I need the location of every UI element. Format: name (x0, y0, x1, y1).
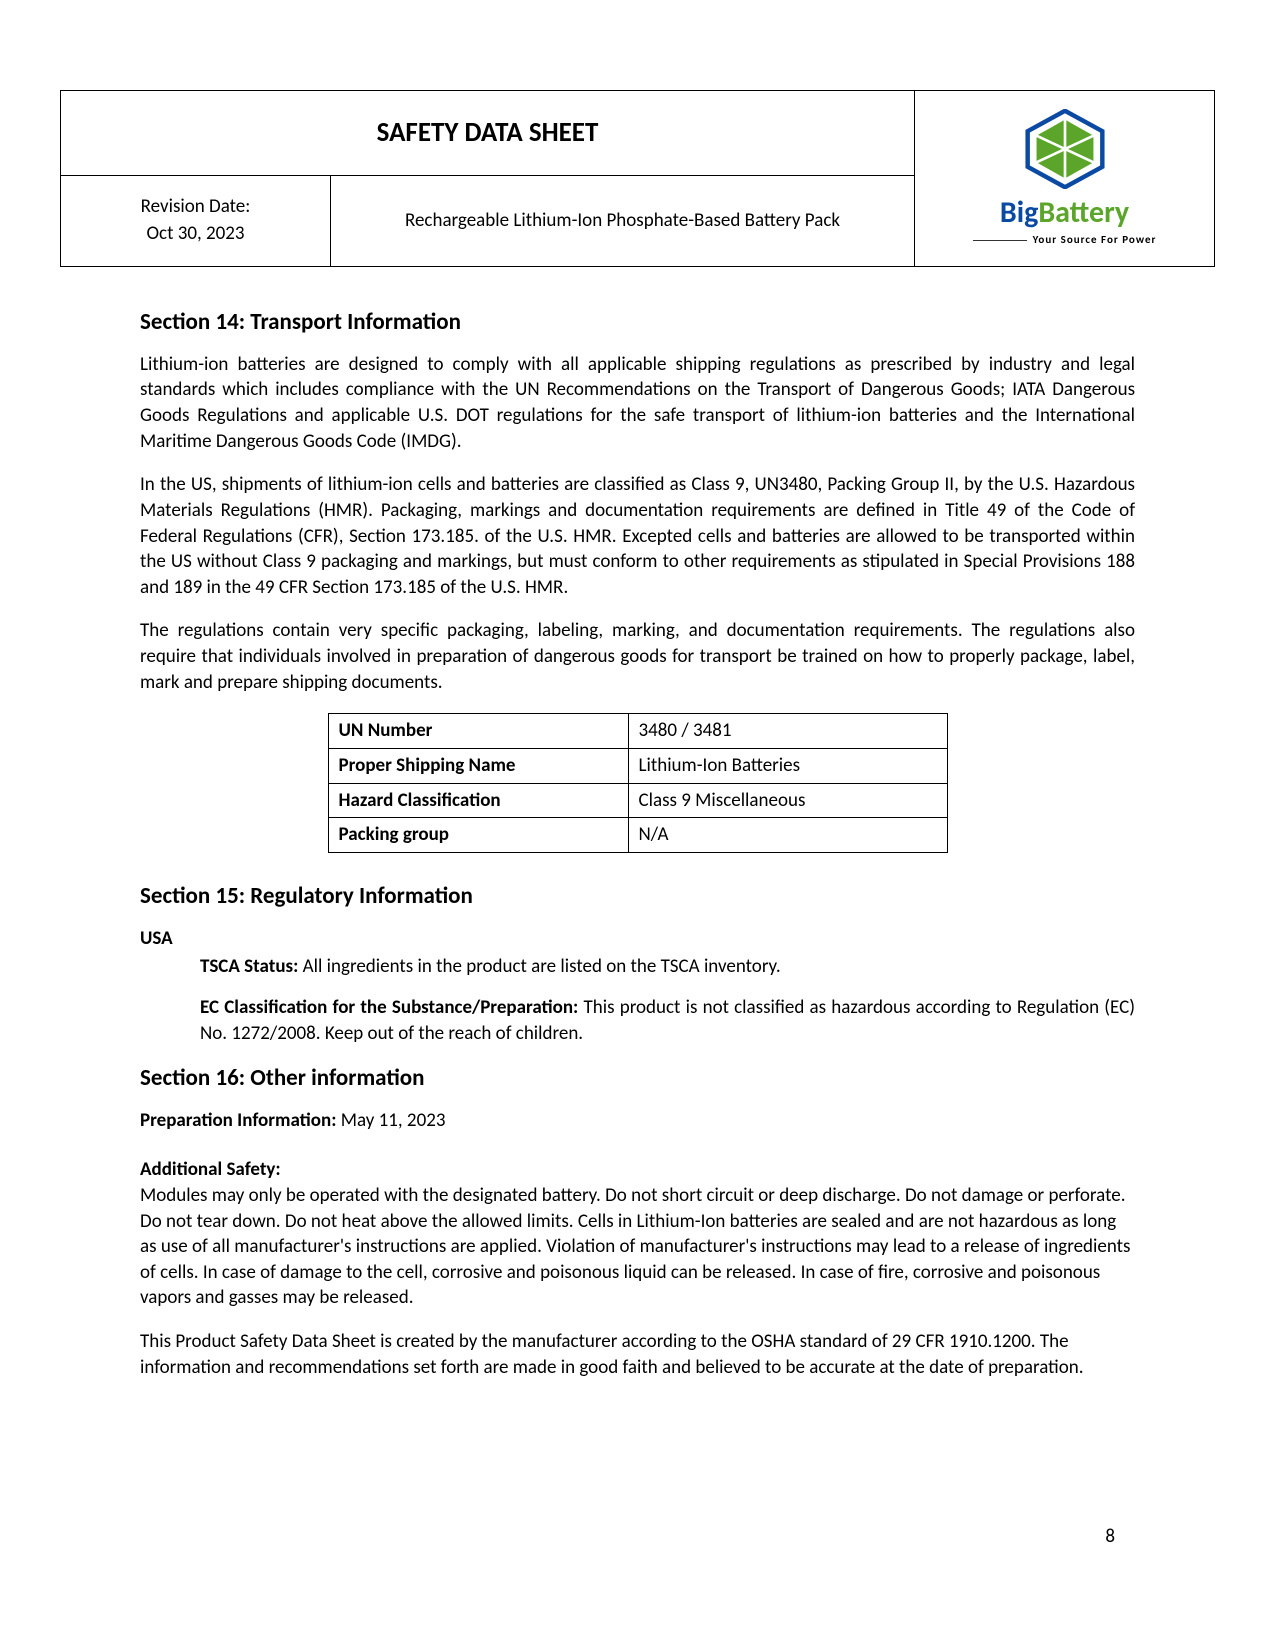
logo-cell: BigBattery Your Source For Power (915, 91, 1215, 267)
page-number: 8 (1105, 1524, 1115, 1550)
tsca-line: TSCA Status: All ingredients in the prod… (140, 954, 1135, 980)
table-row: UN Number 3480 / 3481 (328, 714, 947, 749)
section14-heading: Section 14: Transport Information (140, 307, 1135, 338)
section14-p2: In the US, shipments of lithium-ion cell… (140, 472, 1135, 600)
revision-cell: Revision Date: Oct 30, 2023 (61, 176, 331, 266)
header-table: SAFETY DATA SHEET BigBattery Your Source… (60, 90, 1215, 267)
section15-heading: Section 15: Regulatory Information (140, 881, 1135, 912)
table-row: Hazard Classification Class 9 Miscellane… (328, 783, 947, 818)
add-label: Additional Safety: (140, 1158, 281, 1181)
prep-line: Preparation Information: May 11, 2023 (140, 1108, 1135, 1134)
table-row: Packing group N/A (328, 818, 947, 853)
prep-date: May 11, 2023 (341, 1109, 446, 1132)
logo-word1: Big (1000, 194, 1038, 231)
ec-line: EC Classification for the Substance/Prep… (140, 995, 1135, 1046)
table-row: Proper Shipping Name Lithium-Ion Batteri… (328, 749, 947, 784)
logo-text: BigBattery (1000, 193, 1129, 234)
transport-table: UN Number 3480 / 3481 Proper Shipping Na… (328, 713, 948, 853)
table-key: Packing group (328, 818, 628, 853)
table-key: Proper Shipping Name (328, 749, 628, 784)
tsca-text: All ingredients in the product are liste… (303, 955, 781, 978)
logo-hex-icon (1020, 109, 1110, 189)
table-key: Hazard Classification (328, 783, 628, 818)
logo-wrap: BigBattery Your Source For Power (923, 109, 1206, 248)
prep-label: Preparation Information: (140, 1109, 341, 1132)
add-text: Modules may only be operated with the de… (140, 1184, 1130, 1310)
section16-heading: Section 16: Other information (140, 1063, 1135, 1094)
logo-word2: Battery (1038, 194, 1129, 231)
doc-subtitle: Rechargeable Lithium-Ion Phosphate-Based… (331, 176, 915, 266)
ec-label: EC Classification for the Substance/Prep… (200, 996, 584, 1019)
revision-date: Oct 30, 2023 (146, 222, 244, 245)
table-key: UN Number (328, 714, 628, 749)
table-val: Class 9 Miscellaneous (628, 783, 947, 818)
revision-label: Revision Date: (141, 195, 251, 218)
tsca-label: TSCA Status: (200, 955, 303, 978)
additional-safety-block: Additional Safety: Modules may only be o… (140, 1157, 1135, 1311)
content-area: Section 14: Transport Information Lithiu… (60, 307, 1215, 1381)
table-val: Lithium-Ion Batteries (628, 749, 947, 784)
section14-p3: The regulations contain very specific pa… (140, 618, 1135, 695)
doc-title: SAFETY DATA SHEET (61, 91, 915, 176)
logo-tagline: Your Source For Power (973, 233, 1157, 248)
usa-label: USA (140, 926, 1135, 952)
footer-text: This Product Safety Data Sheet is create… (140, 1329, 1135, 1380)
table-val: 3480 / 3481 (628, 714, 947, 749)
section14-p1: Lithium-ion batteries are designed to co… (140, 352, 1135, 455)
table-val: N/A (628, 818, 947, 853)
usa-block: USA TSCA Status: All ingredients in the … (140, 926, 1135, 1047)
